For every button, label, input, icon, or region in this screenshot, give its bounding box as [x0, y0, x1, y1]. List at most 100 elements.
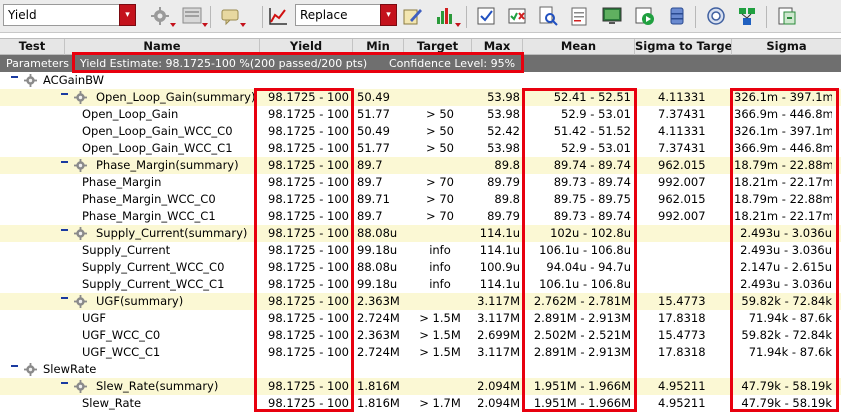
- monitor-button[interactable]: [600, 4, 624, 28]
- sigma-cell: 18.21m - 22.17m: [734, 175, 832, 189]
- notes-button[interactable]: [567, 4, 591, 28]
- max-cell: 3.117M: [477, 294, 520, 308]
- play-button[interactable]: [633, 4, 657, 28]
- summary-row[interactable]: Supply_Current(summary) 98.1725 - 100 88.0…: [0, 225, 841, 242]
- output-name: UGF_WCC_C1: [82, 345, 161, 359]
- max-cell: 3.117M: [477, 345, 520, 359]
- collapse-toggle-icon[interactable]: [61, 229, 68, 231]
- parameters-bar: Parameters Yield Estimate: 98.1725-100 %…: [0, 55, 841, 72]
- mean-cell: 1.951M - 1.966M: [533, 396, 631, 410]
- column-header-min[interactable]: Min: [353, 39, 404, 55]
- target-cell: info: [429, 243, 451, 257]
- summary-name: UGF(summary): [96, 294, 184, 308]
- database-button[interactable]: [665, 4, 689, 28]
- parameters-label: Parameters: [6, 57, 69, 70]
- table-row[interactable]: Supply_Current 98.1725 - 100 99.18u info 114…: [0, 242, 841, 259]
- zoom-doc-button[interactable]: [536, 4, 560, 28]
- yield-cell: 98.1725 - 100: [268, 209, 349, 223]
- gear-icon: [74, 380, 87, 396]
- max-cell: 89.8: [494, 158, 520, 172]
- histogram-button[interactable]: [433, 4, 461, 28]
- target-cell: info: [429, 260, 451, 274]
- table-row[interactable]: Slew_Rate 98.1725 - 100 1.816M > 1.7M 2.094M…: [0, 395, 841, 412]
- table-row[interactable]: Phase_Margin_WCC_C0 98.1725 - 100 89.71 > 7…: [0, 191, 841, 208]
- summary-row[interactable]: Open_Loop_Gain(summary) 98.1725 - 100 50.4…: [0, 89, 841, 106]
- edit-button[interactable]: [400, 4, 424, 28]
- mode-select[interactable]: Yield ▾: [3, 4, 136, 26]
- max-cell: 114.1u: [479, 277, 520, 291]
- table-row[interactable]: Open_Loop_Gain_WCC_C0 98.1725 - 100 50.49 >…: [0, 123, 841, 140]
- comment-button[interactable]: [218, 4, 246, 28]
- collapse-toggle-icon[interactable]: [11, 76, 18, 78]
- collapse-toggle-icon[interactable]: [61, 382, 68, 384]
- mean-cell: 106.1u - 106.8u: [539, 243, 631, 257]
- summary-row[interactable]: Phase_Margin(summary) 98.1725 - 100 89.7 89…: [0, 157, 841, 174]
- collapse-toggle-icon[interactable]: [61, 297, 68, 299]
- export-button[interactable]: [775, 4, 799, 28]
- sigma-cell: 2.493u - 3.036u: [740, 277, 832, 291]
- test-row[interactable]: SlewRate: [0, 361, 841, 378]
- sigma-to-target-cell: 17.8318: [658, 345, 706, 359]
- collapse-toggle-icon[interactable]: [61, 93, 68, 95]
- output-name: UGF_WCC_C0: [82, 328, 161, 342]
- table-row[interactable]: Supply_Current_WCC_C0 98.1725 - 100 88.08u…: [0, 259, 841, 276]
- sigma-cell: 326.1m - 397.1m: [734, 124, 832, 138]
- gear-icon: [24, 74, 37, 90]
- column-header-mean[interactable]: Mean: [523, 39, 635, 55]
- target-cell: info: [429, 277, 451, 291]
- min-cell: 51.77: [357, 107, 390, 121]
- history-select-dropdown-icon[interactable]: ▾: [380, 4, 397, 26]
- column-header-max[interactable]: Max: [472, 39, 523, 55]
- min-cell: 1.816M: [357, 379, 400, 393]
- summary-row[interactable]: UGF(summary) 98.1725 - 100 2.363M 3.117M 2.7…: [0, 293, 841, 310]
- table-row[interactable]: UGF_WCC_C1 98.1725 - 100 2.724M > 1.5M 3.117…: [0, 344, 841, 361]
- yield-cell: 98.1725 - 100: [268, 260, 349, 274]
- summary-row[interactable]: Slew_Rate(summary) 98.1725 - 100 1.816M 2.0…: [0, 378, 841, 395]
- test-row[interactable]: ACGainBW: [0, 72, 841, 89]
- sigma-to-target-cell: 4.95211: [658, 379, 706, 393]
- table-row[interactable]: UGF 98.1725 - 100 2.724M > 1.5M 3.117M 2.891M…: [0, 310, 841, 327]
- table-row[interactable]: Phase_Margin_WCC_C1 98.1725 - 100 89.7 > 70…: [0, 208, 841, 225]
- table-row[interactable]: Supply_Current_WCC_C1 98.1725 - 100 99.18u…: [0, 276, 841, 293]
- column-header-test[interactable]: Test: [0, 39, 65, 55]
- checklist-button[interactable]: [474, 4, 498, 28]
- tree-button[interactable]: [735, 4, 759, 28]
- layout-icon: [182, 7, 202, 24]
- run-options-button[interactable]: [148, 4, 176, 28]
- sigma-cell: 326.1m - 397.1m: [734, 90, 832, 104]
- output-name: Open_Loop_Gain_WCC_C0: [82, 124, 233, 138]
- plot-button[interactable]: [266, 4, 290, 28]
- sigma-cell: 2.493u - 3.036u: [740, 226, 832, 240]
- target-cell: [410, 225, 470, 242]
- table-row[interactable]: Open_Loop_Gain 98.1725 - 100 51.77 > 50 53.9…: [0, 106, 841, 123]
- collapse-toggle-icon[interactable]: [61, 161, 68, 163]
- column-header-target[interactable]: Target: [404, 39, 472, 55]
- database-icon: [670, 7, 684, 25]
- check-error-button[interactable]: [505, 4, 529, 28]
- table-row[interactable]: UGF_WCC_C0 98.1725 - 100 2.363M > 1.5M 2.699…: [0, 327, 841, 344]
- table-row[interactable]: Phase_Margin 98.1725 - 100 89.7 > 70 89.79 89…: [0, 174, 841, 191]
- summary-name: Supply_Current(summary): [96, 226, 248, 240]
- layout-button[interactable]: [180, 4, 208, 28]
- column-header-sigma[interactable]: Sigma: [766, 39, 807, 53]
- max-cell: 53.98: [487, 90, 520, 104]
- column-header-sigma-to-target[interactable]: Sigma to Target: [635, 39, 732, 55]
- mean-cell: 52.9 - 53.01: [561, 107, 631, 121]
- table-row[interactable]: Open_Loop_Gain_WCC_C1 98.1725 - 100 51.77 >…: [0, 140, 841, 157]
- history-select[interactable]: Replace ▾: [295, 4, 397, 26]
- max-cell: 2.094M: [477, 396, 520, 410]
- test-name: SlewRate: [43, 362, 97, 376]
- notes-icon: [571, 7, 587, 26]
- mode-select-dropdown-icon[interactable]: ▾: [119, 4, 136, 26]
- yield-cell: 98.1725 - 100: [268, 243, 349, 257]
- collapse-toggle-icon[interactable]: [11, 365, 18, 367]
- target-button[interactable]: [704, 4, 728, 28]
- sigma-to-target-cell: [658, 242, 730, 259]
- sigma-to-target-cell: 15.4773: [658, 328, 706, 342]
- column-header-yield[interactable]: Yield: [260, 39, 353, 55]
- mean-cell: 94.04u - 94.7u: [546, 260, 631, 274]
- edit-icon: [403, 9, 422, 25]
- column-header-name[interactable]: Name: [65, 39, 260, 55]
- max-cell: 2.094M: [477, 379, 520, 393]
- mean-cell: 52.9 - 53.01: [561, 141, 631, 155]
